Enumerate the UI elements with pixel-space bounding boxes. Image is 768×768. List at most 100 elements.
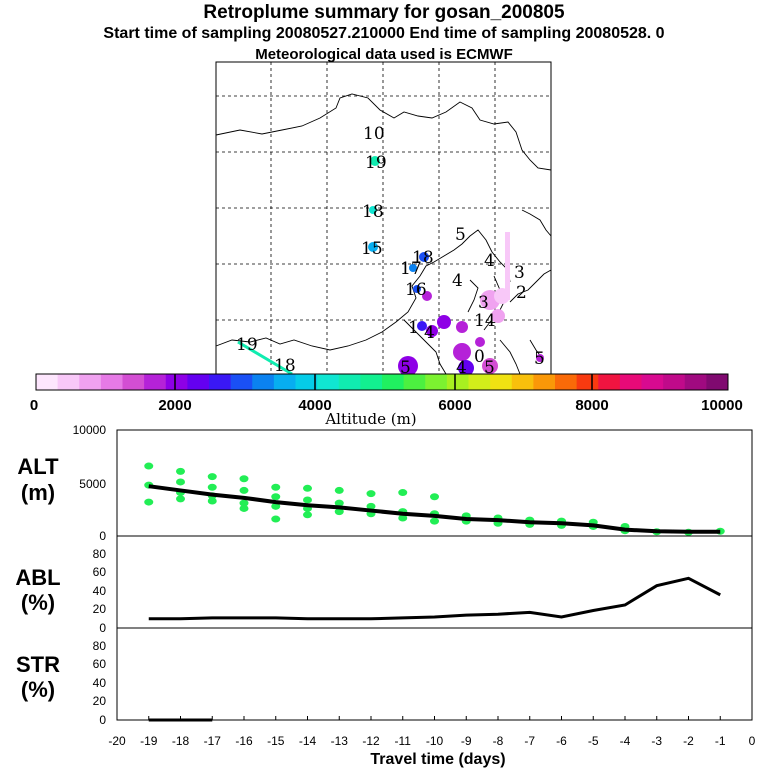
chart-title: Retroplume summary for gosan_200805 [203, 2, 565, 23]
colorbar-swatch [36, 374, 59, 390]
x-tick-label: -4 [620, 734, 631, 748]
plume-marker [458, 360, 474, 376]
x-tick-label: -7 [524, 734, 535, 748]
x-tick-label: -1 [715, 734, 726, 748]
colorbar-tick: 0 [30, 397, 38, 414]
plume-marker [369, 206, 377, 214]
plume-marker [368, 242, 378, 252]
alt-plume-point [334, 499, 344, 507]
colorbar-swatch [511, 374, 534, 390]
alt-plume-point [271, 515, 281, 523]
map-label: 4 [424, 323, 435, 343]
colorbar-swatch [468, 374, 491, 390]
alt-plume-point [239, 486, 249, 494]
x-tick-label: -9 [461, 734, 472, 748]
colorbar-tick: 10000 [701, 397, 743, 414]
colorbar-swatch [252, 374, 275, 390]
map-label: 5 [484, 358, 495, 378]
map-label: 17 [400, 259, 422, 279]
alt-plume-point [239, 499, 249, 507]
map-label: 3 [514, 263, 525, 283]
str-ytick: 20 [93, 694, 107, 708]
colorbar-tick: 6000 [438, 397, 471, 414]
str-ytick: 80 [93, 639, 107, 653]
alt-plume-points [144, 462, 725, 536]
x-tick-label: -10 [426, 734, 444, 748]
abl-ytick: 20 [93, 602, 107, 616]
map-label: 19 [365, 153, 387, 173]
map-label: 4 [452, 271, 463, 291]
colorbar-swatch [403, 374, 426, 390]
map-label: 19 [236, 335, 258, 355]
map-panel: 10 19 18 15 18 17 16 5 4 4 3 2 1 14 4 0 … [215, 61, 552, 378]
alt-unit: (m) [21, 480, 55, 505]
alt-label: ALT [17, 454, 59, 479]
alt-plume-point [176, 467, 185, 475]
colorbar-tick-labels: 0 2000 4000 6000 8000 10000 [30, 397, 743, 414]
alt-plume-point [144, 498, 154, 506]
plume-marker [475, 337, 485, 347]
map-label: 5 [400, 358, 411, 378]
colorbar-swatch [533, 374, 556, 390]
colorbar-swatch [57, 374, 80, 390]
str-unit: (%) [21, 677, 55, 702]
colorbar-tick: 8000 [575, 397, 608, 414]
x-tick-label: 0 [749, 734, 756, 748]
alt-plume-point [366, 490, 376, 498]
x-tick-label: -14 [299, 734, 317, 748]
alt-plume-point [271, 483, 281, 491]
colorbar-swatch [317, 374, 340, 390]
alt-plume-point [207, 497, 217, 505]
abl-frame [116, 535, 753, 629]
abl-panel: ABL (%) 80 60 40 20 0 [15, 535, 753, 635]
plume-marker [422, 291, 432, 301]
map-trajectory-markers [237, 156, 544, 376]
abl-ytick: 60 [93, 565, 107, 579]
alt-plume-point [207, 473, 217, 481]
x-tick-label: -11 [395, 734, 412, 748]
x-tick-label: -20 [108, 734, 126, 748]
colorbar-swatch [641, 374, 664, 390]
plume-marker [426, 325, 438, 337]
colorbar-swatch [576, 374, 599, 390]
str-ytick: 40 [93, 676, 107, 690]
plume-marker [491, 309, 505, 323]
colorbar-swatch [273, 374, 296, 390]
alt-plume-point [303, 496, 312, 504]
map-label: 18 [412, 248, 434, 268]
x-tick-label: -15 [267, 734, 285, 748]
alt-plume-point [271, 493, 281, 501]
colorbar-swatch [165, 374, 188, 390]
colorbar-tick: 4000 [298, 397, 331, 414]
alt-plume-point [366, 502, 376, 510]
alt-plume-point [176, 495, 185, 503]
map-label: 16 [405, 280, 427, 300]
met-data-source: Meteorological data used is ECMWF [255, 46, 513, 63]
x-tick-label: -6 [556, 734, 567, 748]
x-tick-label: -5 [588, 734, 599, 748]
alt-plume-point [398, 514, 408, 522]
abl-ytick: 80 [93, 547, 107, 561]
map-label: 3 [478, 293, 489, 313]
abl-line [148, 576, 721, 621]
colorbar-swatch [446, 374, 469, 390]
map-label: 2 [516, 283, 527, 303]
map-label: 1 [408, 318, 419, 338]
colorbar-swatch [100, 374, 123, 390]
str-ytick: 60 [93, 657, 107, 671]
alt-plume-point [271, 502, 281, 510]
alt-panel: ALT (m) 10000 5000 0 [17, 423, 753, 543]
alt-plume-point [207, 483, 217, 491]
x-tick-label: -16 [235, 734, 253, 748]
sampling-times: Start time of sampling 20080527.210000 E… [103, 25, 665, 42]
colorbar-tick: 2000 [158, 397, 191, 414]
x-axis-label: Travel time (days) [370, 751, 505, 768]
abl-ytick: 40 [93, 584, 107, 598]
str-ytick: 0 [99, 713, 106, 727]
alt-plume-point [144, 462, 154, 470]
plume-marker [398, 356, 418, 376]
abl-ytick: 0 [99, 621, 106, 635]
x-tick-label: -8 [493, 734, 504, 748]
map-coastlines [215, 93, 552, 375]
alt-plume-point [334, 508, 344, 516]
